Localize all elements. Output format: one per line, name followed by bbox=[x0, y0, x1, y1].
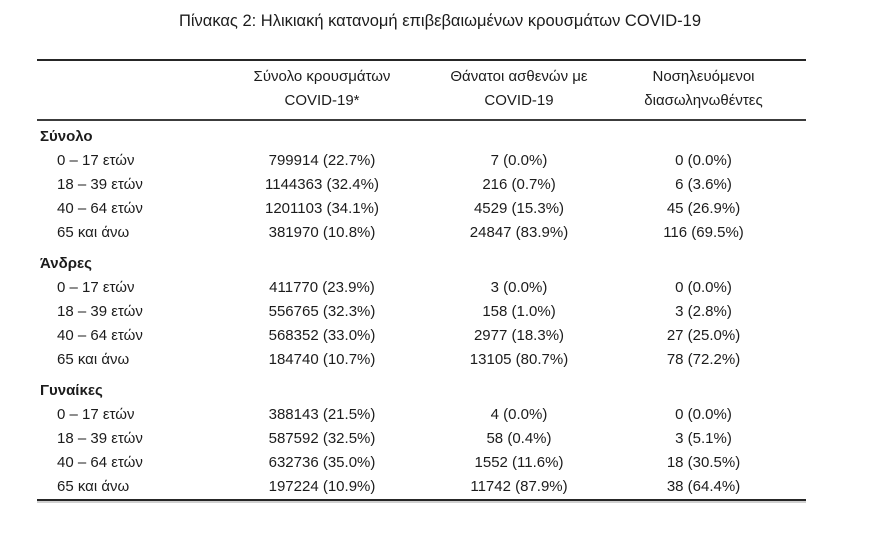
cases-value: 197224 (10.9%) bbox=[268, 478, 376, 495]
intubated-value: 0 (0.0%) bbox=[675, 406, 732, 423]
intubated-value: 0 (0.0%) bbox=[675, 152, 732, 169]
cases-value: 184740 (10.7%) bbox=[268, 351, 376, 368]
age-label: 40 – 64 ετών bbox=[57, 454, 143, 471]
age-label: 18 – 39 ετών bbox=[57, 176, 143, 193]
column-header-intubated-line2: διασωληνωθέντες bbox=[644, 92, 763, 109]
deaths-value: 158 (1.0%) bbox=[482, 303, 556, 320]
column-header-deaths-line1: Θάνατοι ασθενών με bbox=[450, 68, 588, 85]
cases-value: 1144363 (32.4%) bbox=[265, 176, 379, 193]
column-header-cases: Σύνολο κρουσμάτων COVID-19* bbox=[207, 60, 437, 121]
cases-value: 381970 (10.8%) bbox=[268, 224, 376, 241]
column-header-intubated: Νοσηλευόμενοι διασωληνωθέντες bbox=[601, 60, 806, 121]
cases-value: 632736 (35.0%) bbox=[268, 454, 376, 471]
table-row: 40 – 64 ετών 632736 (35.0%) 1552 (11.6%)… bbox=[37, 451, 806, 475]
intubated-value: 27 (25.0%) bbox=[666, 327, 741, 344]
cases-value: 556765 (32.3%) bbox=[268, 303, 376, 320]
column-header-deaths: Θάνατοι ασθενών με COVID-19 bbox=[437, 60, 601, 121]
deaths-value: 4 (0.0%) bbox=[490, 406, 548, 423]
age-label: 0 – 17 ετών bbox=[57, 152, 135, 169]
table-row: 65 και άνω 197224 (10.9%) 11742 (87.9%) … bbox=[37, 475, 806, 500]
deaths-value: 2977 (18.3%) bbox=[473, 327, 565, 344]
column-header-deaths-line2: COVID-19 bbox=[484, 92, 554, 109]
intubated-value: 3 (5.1%) bbox=[675, 430, 732, 447]
age-label: 40 – 64 ετών bbox=[57, 327, 143, 344]
cases-value: 799914 (22.7%) bbox=[268, 152, 376, 169]
deaths-value: 24847 (83.9%) bbox=[469, 224, 569, 241]
cases-value: 587592 (32.5%) bbox=[268, 430, 376, 447]
deaths-value: 13105 (80.7%) bbox=[469, 351, 569, 368]
age-label: 65 και άνω bbox=[57, 224, 130, 241]
intubated-value: 38 (64.4%) bbox=[666, 478, 741, 495]
table-row: 40 – 64 ετών 1201103 (34.1%) 4529 (15.3%… bbox=[37, 197, 806, 221]
section-header-men: Άνδρες bbox=[37, 245, 806, 276]
age-label: 0 – 17 ετών bbox=[57, 279, 135, 296]
table-row: 40 – 64 ετών 568352 (33.0%) 2977 (18.3%)… bbox=[37, 324, 806, 348]
intubated-value: 116 (69.5%) bbox=[663, 224, 744, 241]
table-row: 0 – 17 ετών 411770 (23.9%) 3 (0.0%) 0 (0… bbox=[37, 276, 806, 300]
section-header-women: Γυναίκες bbox=[37, 372, 806, 403]
cases-value: 388143 (21.5%) bbox=[268, 406, 376, 423]
intubated-value: 6 (3.6%) bbox=[675, 176, 732, 193]
deaths-value: 1552 (11.6%) bbox=[474, 454, 564, 471]
table-header: Σύνολο κρουσμάτων COVID-19* Θάνατοι ασθε… bbox=[37, 60, 806, 121]
deaths-value: 216 (0.7%) bbox=[482, 176, 556, 193]
deaths-value: 11742 (87.9%) bbox=[470, 478, 568, 495]
table-container: Σύνολο κρουσμάτων COVID-19* Θάνατοι ασθε… bbox=[37, 59, 806, 501]
intubated-value: 78 (72.2%) bbox=[666, 351, 741, 368]
table-row: 65 και άνω 381970 (10.8%) 24847 (83.9%) … bbox=[37, 221, 806, 245]
table-row: 65 και άνω 184740 (10.7%) 13105 (80.7%) … bbox=[37, 348, 806, 372]
table-row: 0 – 17 ετών 799914 (22.7%) 7 (0.0%) 0 (0… bbox=[37, 149, 806, 173]
age-label: 40 – 64 ετών bbox=[57, 200, 143, 217]
column-header-intubated-line1: Νοσηλευόμενοι bbox=[652, 68, 755, 85]
covid-age-distribution-table: Σύνολο κρουσμάτων COVID-19* Θάνατοι ασθε… bbox=[37, 59, 806, 501]
age-label: 18 – 39 ετών bbox=[57, 430, 143, 447]
column-header-cases-line2: COVID-19* bbox=[284, 92, 360, 109]
age-label: 0 – 17 ετών bbox=[57, 406, 135, 423]
intubated-value: 3 (2.8%) bbox=[675, 303, 732, 320]
intubated-value: 18 (30.5%) bbox=[666, 454, 741, 471]
intubated-value: 0 (0.0%) bbox=[675, 279, 732, 296]
deaths-value: 7 (0.0%) bbox=[490, 152, 548, 169]
cases-value: 411770 (23.9%) bbox=[269, 279, 375, 296]
age-label: 65 και άνω bbox=[57, 478, 130, 495]
cases-value: 1201103 (34.1%) bbox=[265, 200, 379, 217]
deaths-value: 4529 (15.3%) bbox=[473, 200, 565, 217]
deaths-value: 3 (0.0%) bbox=[490, 279, 548, 296]
age-label: 18 – 39 ετών bbox=[57, 303, 143, 320]
age-label: 65 και άνω bbox=[57, 351, 130, 368]
table-body: Σύνολο 0 – 17 ετών 799914 (22.7%) 7 (0.0… bbox=[37, 120, 806, 500]
table-row: 18 – 39 ετών 556765 (32.3%) 158 (1.0%) 3… bbox=[37, 300, 806, 324]
cases-value: 568352 (33.0%) bbox=[268, 327, 376, 344]
column-header-age bbox=[37, 60, 207, 121]
table-row: 18 – 39 ετών 587592 (32.5%) 58 (0.4%) 3 … bbox=[37, 427, 806, 451]
section-label: Άνδρες bbox=[40, 255, 92, 272]
column-header-cases-line1: Σύνολο κρουσμάτων bbox=[253, 68, 391, 85]
intubated-value: 45 (26.9%) bbox=[666, 200, 741, 217]
section-header-total: Σύνολο bbox=[37, 120, 806, 149]
table-row: 0 – 17 ετών 388143 (21.5%) 4 (0.0%) 0 (0… bbox=[37, 403, 806, 427]
deaths-value: 58 (0.4%) bbox=[486, 430, 552, 447]
page-title: Πίνακας 2: Ηλικιακή κατανομή επιβεβαιωμέ… bbox=[178, 12, 702, 30]
section-label: Γυναίκες bbox=[40, 382, 103, 399]
table-row: 18 – 39 ετών 1144363 (32.4%) 216 (0.7%) … bbox=[37, 173, 806, 197]
section-label: Σύνολο bbox=[40, 128, 93, 145]
